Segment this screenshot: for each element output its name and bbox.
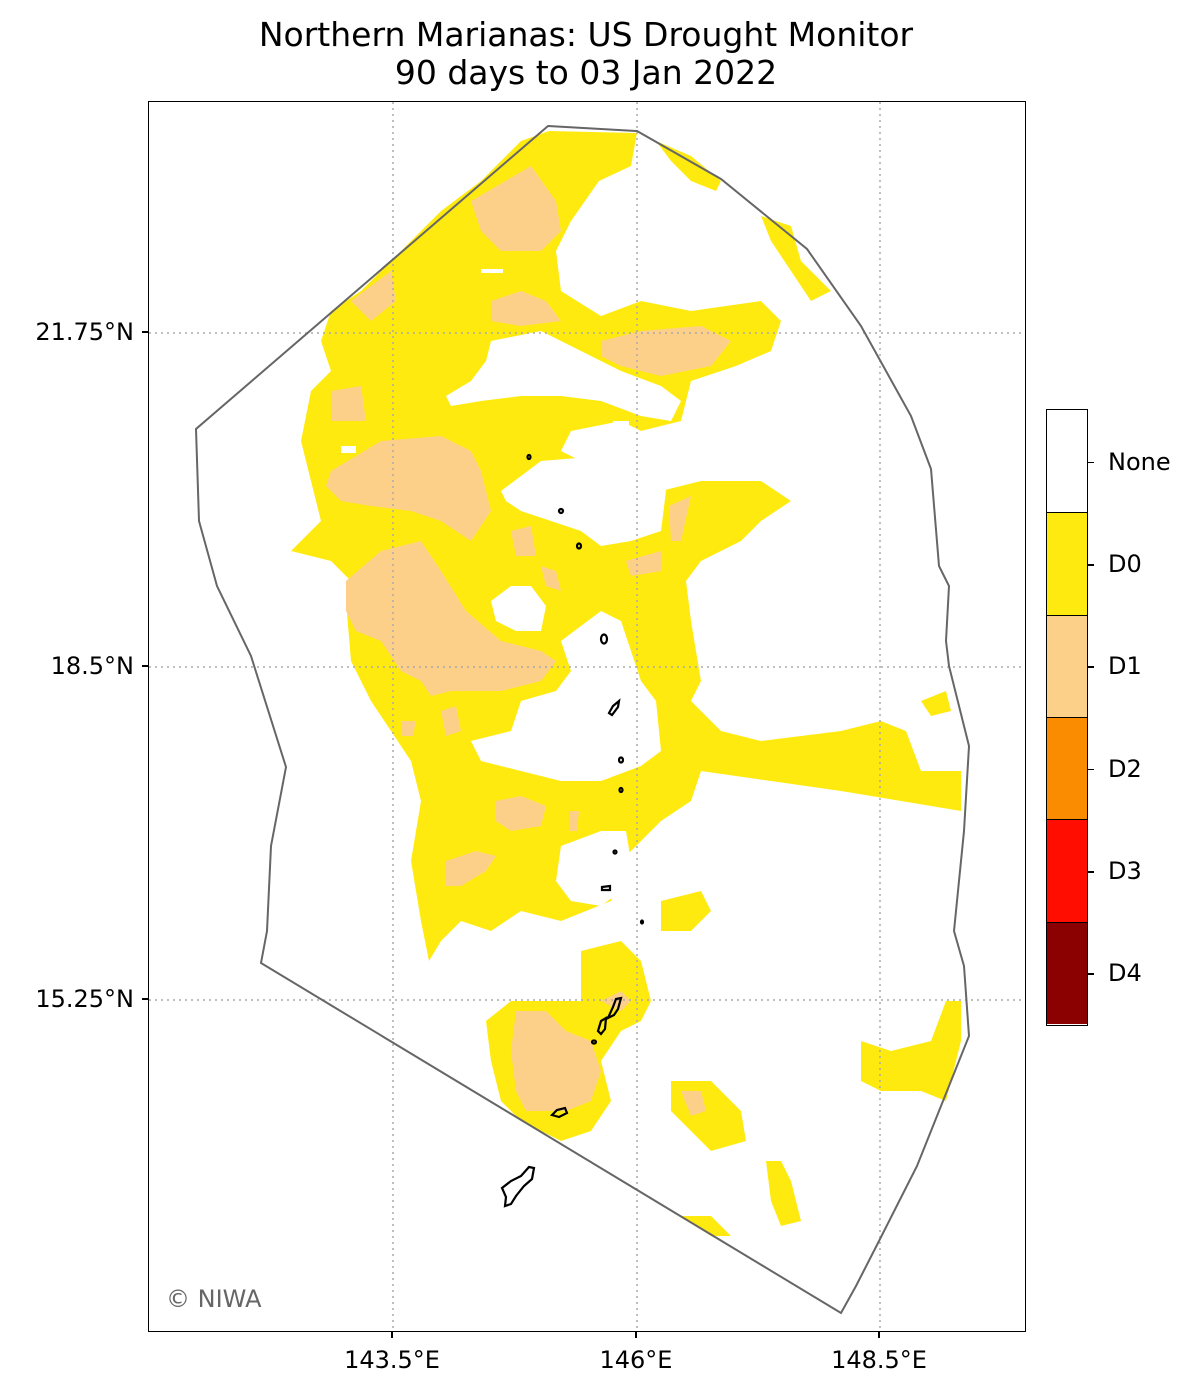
- legend-label-d1: D1: [1108, 652, 1142, 681]
- legend-label-d0: D0: [1108, 550, 1142, 578]
- legend-tick-d0: [1088, 564, 1094, 566]
- island-asuncion: [575, 542, 583, 550]
- lon-label-146: 146°E: [599, 1346, 673, 1374]
- eez-boundary: [194, 124, 971, 1315]
- island-saipan: [605, 996, 623, 1021]
- lon-label-148.5: 148.5°E: [831, 1346, 927, 1374]
- islands: [500, 453, 645, 1208]
- xtick-mark-1: [391, 1332, 393, 1338]
- map-title-line1: Northern Marianas: US Drought Monitor: [258, 15, 914, 54]
- island-rota: [549, 1106, 569, 1119]
- legend-colorbar: [1046, 409, 1088, 1026]
- island-farallon-de-medinilla: [639, 919, 645, 925]
- legend-label-d3: D3: [1108, 857, 1142, 885]
- ytick-mark-1: [142, 331, 148, 333]
- island-tinian: [596, 1015, 608, 1036]
- legend-tick-none: [1088, 461, 1094, 464]
- graticule: [149, 102, 1025, 1331]
- legend-swatch-d1: [1047, 614, 1087, 717]
- legend-tick-d1: [1088, 666, 1094, 668]
- island-sarigan: [612, 849, 618, 855]
- lat-label-15.25: 15.25°N: [35, 985, 134, 1013]
- xtick-mark-3: [878, 1332, 880, 1338]
- legend-label-none: None: [1108, 447, 1171, 476]
- legend-tick-d4: [1088, 973, 1094, 975]
- map-canvas: [149, 102, 1025, 1331]
- island-pagan: [607, 698, 621, 717]
- island-agrihan: [599, 633, 609, 645]
- map-panel: [148, 101, 1026, 1332]
- legend-tick-d3: [1088, 871, 1094, 873]
- legend-swatch-d2: [1047, 717, 1087, 820]
- island-farallon-de-pajaros: [526, 453, 532, 461]
- map-title-line2: 90 days to 03 Jan 2022: [394, 53, 778, 92]
- legend-swatch-none: [1047, 410, 1087, 513]
- lat-label-21.75: 21.75°N: [35, 318, 134, 346]
- lat-label-18.5: 18.5°N: [50, 652, 134, 680]
- credit-text: © NIWA: [166, 1285, 262, 1313]
- ytick-mark-3: [142, 998, 148, 1000]
- no-drought-holes: [341, 269, 681, 906]
- ytick-mark-2: [142, 665, 148, 667]
- island-aguijan: [590, 1039, 598, 1045]
- island-maug: [557, 507, 565, 515]
- island-guam: [500, 1165, 536, 1208]
- legend-tick-d2: [1088, 768, 1094, 771]
- island-alamagan: [617, 756, 625, 764]
- island-anatahan: [600, 884, 612, 892]
- lon-label-143.5: 143.5°E: [344, 1346, 440, 1374]
- legend-label-d2: D2: [1108, 754, 1142, 783]
- drought-d1-regions: [326, 166, 731, 1116]
- xtick-mark-2: [635, 1332, 637, 1338]
- island-guguan: [618, 786, 624, 794]
- legend-label-d4: D4: [1108, 959, 1142, 988]
- legend-swatch-d0: [1047, 512, 1087, 615]
- legend-swatch-d3: [1047, 819, 1087, 922]
- legend-swatch-d4: [1047, 921, 1087, 1024]
